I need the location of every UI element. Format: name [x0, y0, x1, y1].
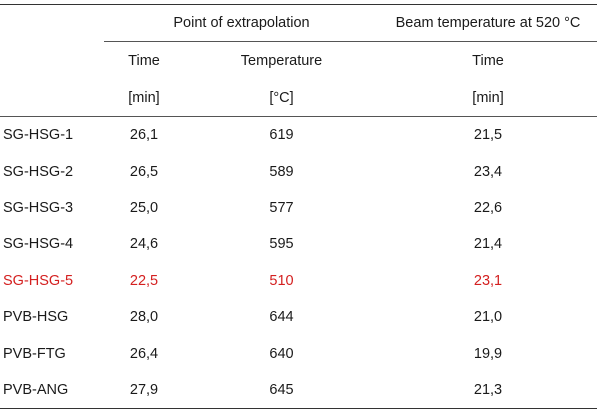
sub-header-row: Time Temperature Time: [0, 42, 597, 80]
table-header: Point of extrapolation Beam temperature …: [0, 4, 598, 117]
table-row: PVB-ANG 27,9 645 21,3: [0, 371, 598, 410]
row-label-cell: SG-HSG-1: [3, 127, 74, 144]
time-cell: 26,1: [129, 127, 159, 144]
beam-time-cell: 23,1: [473, 272, 503, 289]
time-cell: 26,4: [129, 345, 159, 362]
beam-time-cell: 21,5: [473, 127, 503, 144]
beam-time-cell: 22,6: [473, 199, 503, 216]
subheader-time: Time: [128, 52, 160, 69]
row-label-cell: SG-HSG-3: [3, 199, 74, 216]
temperature-cell: 619: [269, 127, 294, 144]
temperature-cell: 644: [269, 309, 294, 326]
table-row: PVB-FTG 26,4 640 19,9: [0, 335, 597, 371]
results-table: Point of extrapolation Beam temperature …: [0, 4, 598, 410]
table-body: SG-HSG-1 26,1 619 21,5 SG-HSG-2 26,5 589 23,4 SG…: [0, 117, 598, 410]
table-row: SG-HSG-5 22,5 510 23,1: [0, 263, 597, 299]
table-row: PVB-HSG 28,0 644 21,0: [0, 299, 597, 335]
beam-time-cell: 21,3: [379, 371, 598, 410]
row-label-cell: SG-HSG-2: [3, 163, 74, 180]
group-header-point-of-extrapolation: Point of extrapolation: [104, 4, 380, 42]
table-row: SG-HSG-3 25,0 577 22,6: [0, 190, 597, 226]
time-cell: 24,6: [129, 236, 159, 253]
unit-beam-time: [min]: [379, 79, 598, 117]
subheader-beam-time: Time: [472, 52, 504, 69]
row-label-cell: PVB-HSG: [3, 309, 69, 326]
beam-time-cell: 19,9: [473, 345, 503, 362]
stub-unit: [0, 79, 104, 117]
subheader-temperature: Temperature: [240, 52, 323, 69]
beam-time-cell: 23,4: [473, 163, 503, 180]
temperature-cell: 640: [269, 345, 294, 362]
unit-temperature: [°C]: [184, 79, 380, 117]
table-row: SG-HSG-4 24,6 595 21,4: [0, 226, 597, 262]
beam-time-cell: 21,0: [473, 309, 503, 326]
unit-header-row: [min] [°C] [min]: [0, 79, 598, 117]
time-cell: 25,0: [129, 199, 159, 216]
temperature-cell: 577: [269, 199, 294, 216]
row-label-cell: PVB-ANG: [0, 371, 104, 410]
beam-time-cell: 21,4: [473, 236, 503, 253]
stub-subheader: [0, 42, 104, 80]
temperature-cell: 510: [269, 272, 294, 289]
row-label-cell: PVB-FTG: [3, 345, 66, 362]
unit-time: [min]: [104, 79, 184, 117]
group-header-beam-temperature: Beam temperature at 520 °C: [379, 4, 598, 42]
temperature-cell: 595: [269, 236, 294, 253]
time-cell: 28,0: [129, 309, 159, 326]
row-label-cell: SG-HSG-4: [3, 236, 74, 253]
table-row: SG-HSG-2 26,5 589 23,4: [0, 153, 597, 189]
group-header-row: Point of extrapolation Beam temperature …: [0, 4, 598, 42]
table-row: SG-HSG-1 26,1 619 21,5: [0, 117, 597, 154]
time-cell: 22,5: [129, 272, 159, 289]
temperature-cell: 589: [269, 163, 294, 180]
time-cell: 26,5: [129, 163, 159, 180]
time-cell: 27,9: [104, 371, 184, 410]
temperature-cell: 645: [184, 371, 380, 410]
stub-header: [0, 4, 104, 42]
row-label-cell: SG-HSG-5: [3, 272, 74, 289]
